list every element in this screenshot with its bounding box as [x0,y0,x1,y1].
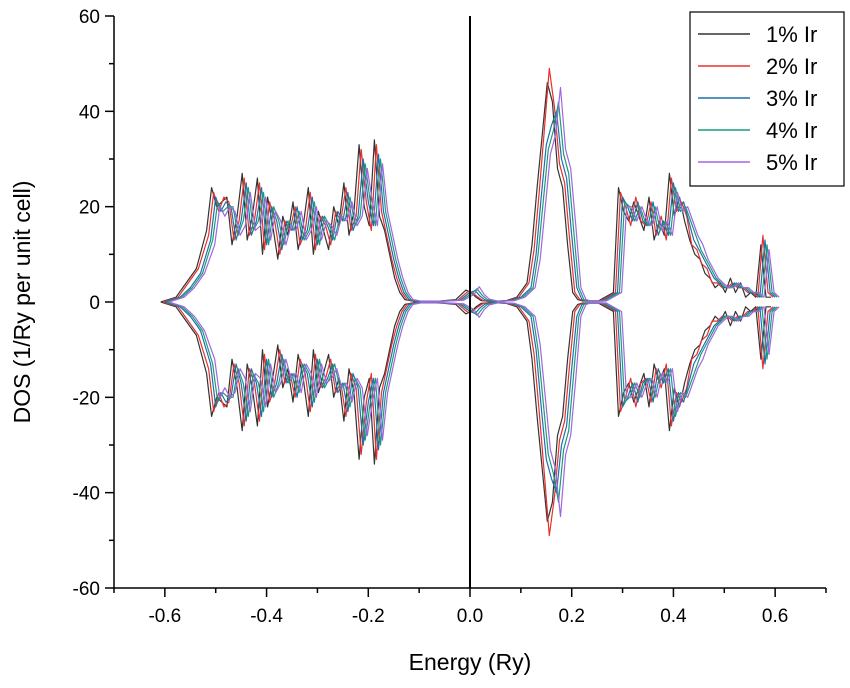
legend-box [689,11,845,187]
series-line-up-1 [160,82,772,303]
legend-label: 3% Ir [766,86,817,111]
legend-label: 5% Ir [766,150,817,175]
series-lines [160,67,780,537]
series-line-down-5 [168,301,780,518]
x-tick-label: 0.4 [660,606,687,627]
x-axis-ticks: -0.6 -0.4 -0.2 0.0 0.2 0.4 0.6 [113,588,827,627]
y-tick-label: 60 [79,7,100,28]
x-tick-label: -0.4 [250,606,283,627]
plot-area: -0.6 -0.4 -0.2 0.0 0.2 0.4 0.6 -60 -40 -20 0 20 40 6… [73,7,827,627]
x-axis-title: Energy (Ry) [409,649,532,675]
x-tick-label: -0.2 [352,606,385,627]
series-line-down-2 [162,301,774,537]
x-tick-label: 0.2 [559,606,585,627]
legend-label: 2% Ir [766,54,817,79]
y-tick-label: 20 [79,198,100,219]
y-tick-label: -60 [73,579,100,600]
legend-label: 1% Ir [766,22,817,47]
y-tick-label: -40 [73,484,100,505]
series-line-down-1 [160,301,772,522]
y-tick-label: -20 [73,388,100,409]
series-line-up-2 [162,67,774,303]
x-tick-label: 0.6 [762,606,788,627]
legend-label: 4% Ir [766,118,817,143]
legend: 1% Ir 2% Ir 3% Ir 4% Ir 5% Ir [689,11,845,187]
x-tick-label: 0.0 [457,606,483,627]
x-tick-label: -0.6 [148,606,181,627]
y-axis-ticks: -60 -40 -20 0 20 40 60 [73,7,114,600]
y-axis-title: DOS (1/Ry per unit cell) [9,181,35,424]
y-tick-label: 0 [89,293,100,314]
series-line-up-5 [168,86,780,303]
y-tick-label: 40 [79,102,100,123]
